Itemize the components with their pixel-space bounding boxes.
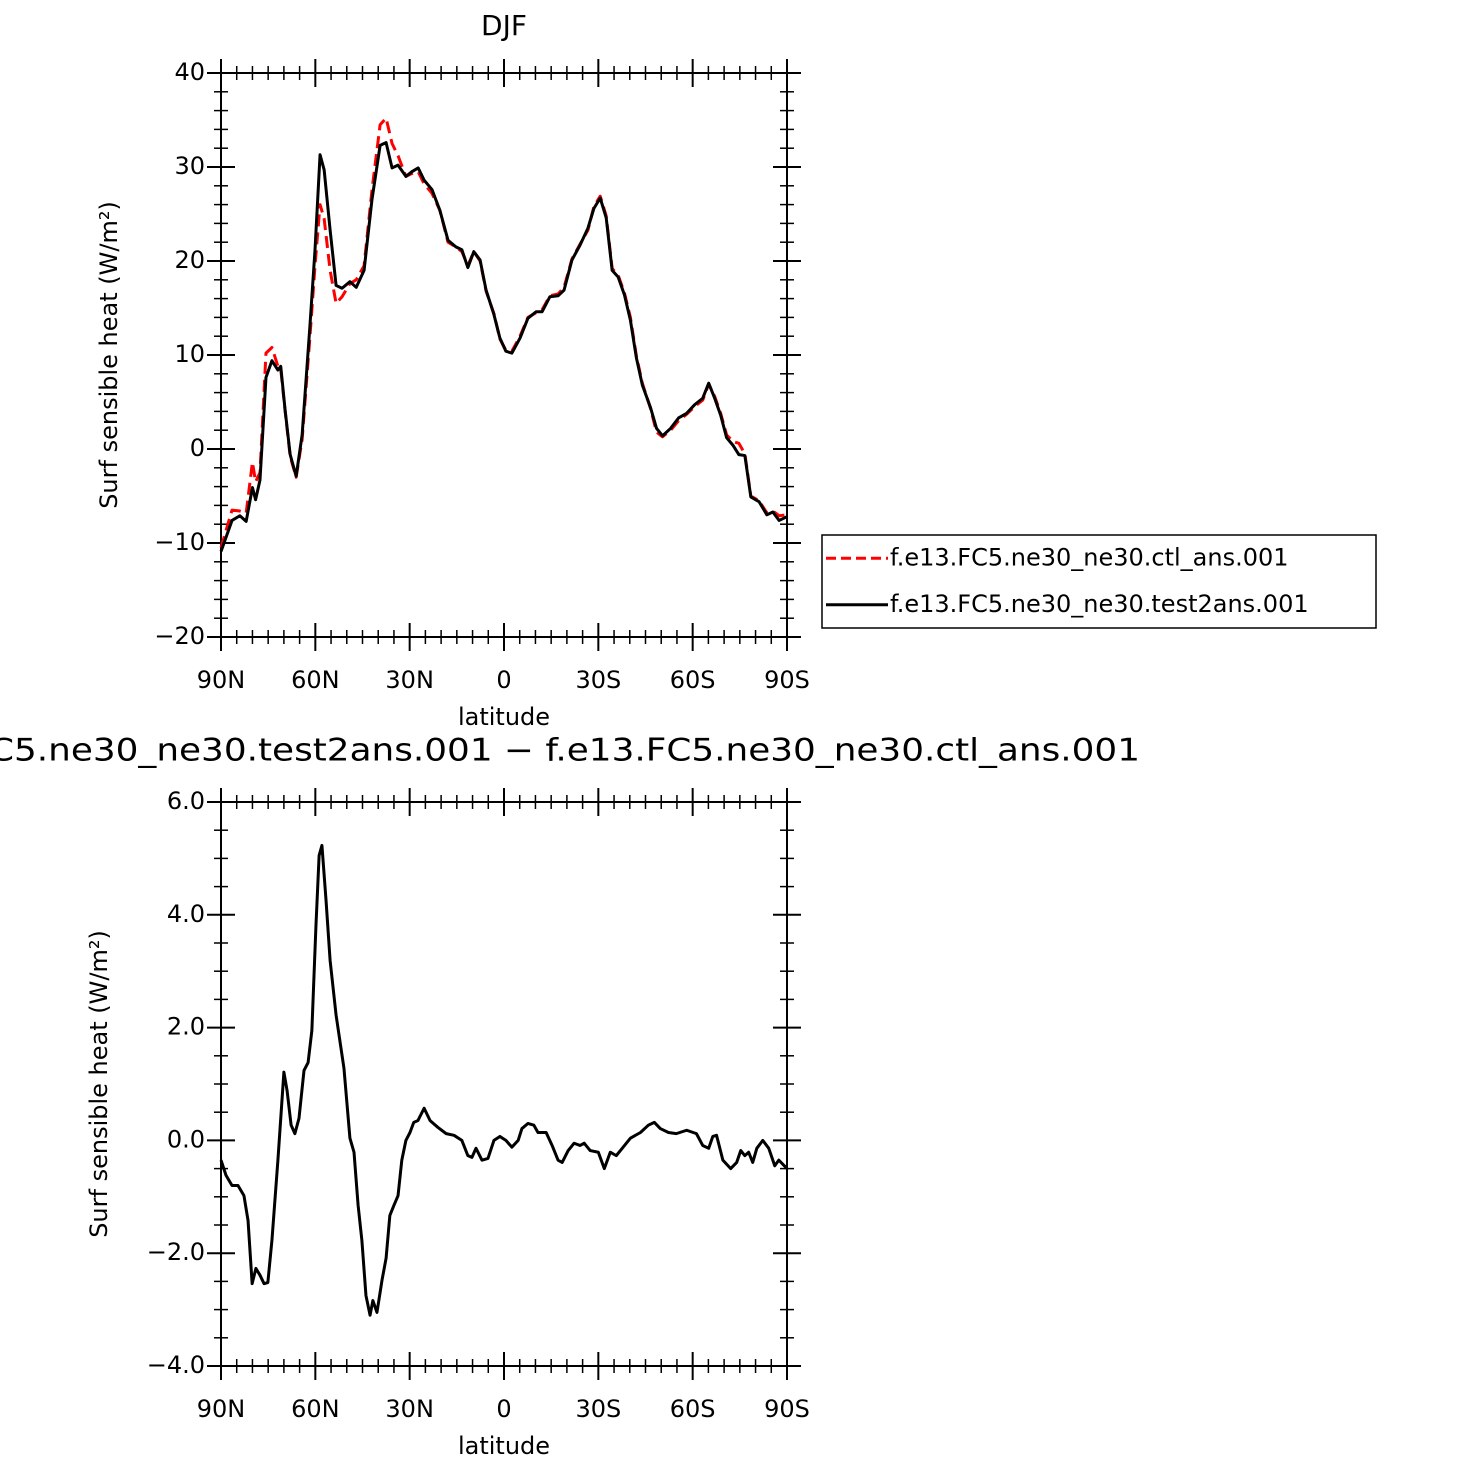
plot-frame xyxy=(220,801,788,1367)
y-tick-label: 40 xyxy=(174,58,205,86)
y-tick-label: −2.0 xyxy=(147,1238,205,1266)
x-tick-label: 90S xyxy=(764,666,810,694)
y-tick-label: −4.0 xyxy=(147,1351,205,1379)
legend-box xyxy=(821,534,1377,629)
x-tick-label: 60N xyxy=(291,666,340,694)
x-axis-label: latitude xyxy=(458,703,550,731)
x-tick-label: 30N xyxy=(385,666,434,694)
x-tick-label: 60S xyxy=(670,1395,716,1423)
x-tick-label: 0 xyxy=(496,666,511,694)
y-tick-label: 20 xyxy=(174,246,205,274)
x-tick-label: 90N xyxy=(197,1395,246,1423)
x-tick-label: 0 xyxy=(496,1395,511,1423)
y-axis-label: Surf sensible heat (W/m²) xyxy=(85,930,113,1238)
chart-title: DJF xyxy=(481,9,527,42)
y-axis-label: Surf sensible heat (W/m²) xyxy=(95,201,123,509)
x-tick-label: 60S xyxy=(670,666,716,694)
series-line xyxy=(219,141,788,552)
x-tick-label: 30S xyxy=(575,666,621,694)
series-line xyxy=(219,116,788,549)
y-tick-label: 2.0 xyxy=(167,1013,205,1041)
x-tick-label: 60N xyxy=(291,1395,340,1423)
x-tick-label: 90S xyxy=(764,1395,810,1423)
y-tick-label: 30 xyxy=(174,152,205,180)
plot-frame xyxy=(220,72,788,638)
y-tick-label: 0 xyxy=(190,434,205,462)
x-tick-label: 90N xyxy=(197,666,246,694)
chart-title: f.e13.FC5.ne30_ne30.test2ans.001 − f.e13… xyxy=(0,733,1140,769)
y-tick-label: −10 xyxy=(154,528,205,556)
series-line xyxy=(219,843,789,1317)
x-tick-label: 30S xyxy=(575,1395,621,1423)
y-tick-label: −20 xyxy=(154,622,205,650)
y-tick-label: 4.0 xyxy=(167,900,205,928)
x-tick-label: 30N xyxy=(385,1395,434,1423)
x-axis-label: latitude xyxy=(458,1432,550,1460)
legend-label: f.e13.FC5.ne30_ne30.test2ans.001 xyxy=(890,590,1309,618)
y-tick-label: 0.0 xyxy=(167,1125,205,1153)
y-tick-label: 6.0 xyxy=(167,787,205,815)
legend-label: f.e13.FC5.ne30_ne30.ctl_ans.001 xyxy=(890,543,1289,571)
y-tick-label: 10 xyxy=(174,340,205,368)
